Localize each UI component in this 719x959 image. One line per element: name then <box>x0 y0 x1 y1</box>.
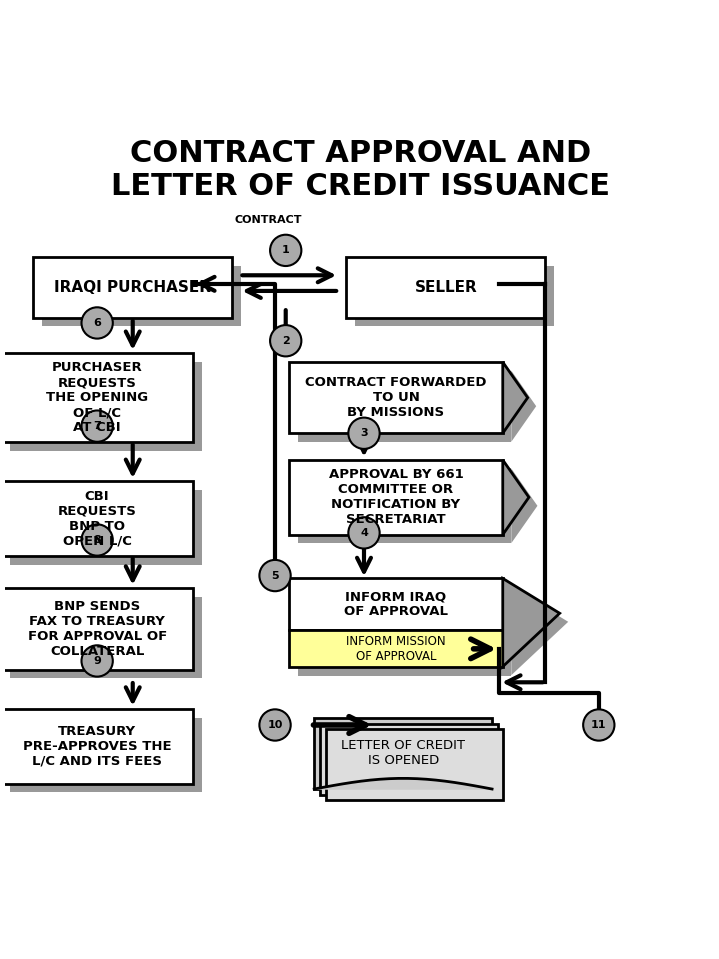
FancyBboxPatch shape <box>298 468 511 543</box>
Circle shape <box>81 307 113 339</box>
Circle shape <box>270 325 301 357</box>
Polygon shape <box>503 363 528 433</box>
FancyBboxPatch shape <box>1 353 193 442</box>
FancyBboxPatch shape <box>320 724 498 795</box>
Circle shape <box>348 517 380 549</box>
FancyBboxPatch shape <box>9 362 202 451</box>
Text: 2: 2 <box>282 336 290 346</box>
Text: PURCHASER
REQUESTS
THE OPENING
OF L/C
AT CBI: PURCHASER REQUESTS THE OPENING OF L/C AT… <box>46 362 148 434</box>
FancyBboxPatch shape <box>289 460 503 535</box>
Circle shape <box>81 645 113 677</box>
Circle shape <box>260 560 290 591</box>
FancyBboxPatch shape <box>289 578 503 630</box>
Polygon shape <box>511 468 537 543</box>
Circle shape <box>81 410 113 442</box>
Circle shape <box>81 525 113 555</box>
FancyBboxPatch shape <box>33 257 232 317</box>
Text: 6: 6 <box>93 318 101 328</box>
Text: 3: 3 <box>360 429 368 438</box>
FancyBboxPatch shape <box>326 729 503 801</box>
FancyBboxPatch shape <box>298 370 511 442</box>
FancyBboxPatch shape <box>9 490 202 565</box>
Text: 8: 8 <box>93 535 101 545</box>
Text: 4: 4 <box>360 527 368 538</box>
Polygon shape <box>511 370 536 442</box>
Polygon shape <box>503 578 559 667</box>
FancyBboxPatch shape <box>1 588 193 669</box>
Text: CONTRACT FORWARDED
TO UN
BY MISSIONS: CONTRACT FORWARDED TO UN BY MISSIONS <box>306 376 487 419</box>
Circle shape <box>348 417 380 449</box>
FancyBboxPatch shape <box>9 596 202 678</box>
FancyBboxPatch shape <box>354 266 554 326</box>
Text: INFORM IRAQ
OF APPROVAL: INFORM IRAQ OF APPROVAL <box>344 590 448 618</box>
Text: 5: 5 <box>271 571 279 580</box>
FancyBboxPatch shape <box>298 587 511 638</box>
FancyBboxPatch shape <box>314 718 492 789</box>
FancyBboxPatch shape <box>289 363 503 433</box>
Circle shape <box>583 710 615 740</box>
FancyBboxPatch shape <box>42 266 241 326</box>
Text: 11: 11 <box>591 720 607 730</box>
Text: 10: 10 <box>267 720 283 730</box>
Polygon shape <box>314 779 492 789</box>
Text: CONTRACT APPROVAL AND
LETTER OF CREDIT ISSUANCE: CONTRACT APPROVAL AND LETTER OF CREDIT I… <box>111 139 610 201</box>
Text: BNP SENDS
FAX TO TREASURY
FOR APPROVAL OF
COLLATERAL: BNP SENDS FAX TO TREASURY FOR APPROVAL O… <box>27 600 167 658</box>
Text: 1: 1 <box>282 246 290 255</box>
Text: INFORM MISSION
OF APPROVAL: INFORM MISSION OF APPROVAL <box>347 635 446 663</box>
Polygon shape <box>511 587 568 675</box>
Circle shape <box>270 235 301 266</box>
Text: APPROVAL BY 661
COMMITTEE OR
NOTIFICATION BY
SECRETARIAT: APPROVAL BY 661 COMMITTEE OR NOTIFICATIO… <box>329 468 463 526</box>
Text: TREASURY
PRE-APPROVES THE
L/C AND ITS FEES: TREASURY PRE-APPROVES THE L/C AND ITS FE… <box>23 725 171 768</box>
FancyBboxPatch shape <box>1 481 193 556</box>
FancyBboxPatch shape <box>9 717 202 792</box>
Circle shape <box>260 710 290 740</box>
FancyBboxPatch shape <box>347 257 546 317</box>
FancyBboxPatch shape <box>289 630 503 667</box>
Text: 7: 7 <box>93 421 101 432</box>
FancyBboxPatch shape <box>298 639 511 676</box>
Text: 9: 9 <box>93 656 101 666</box>
Text: CONTRACT: CONTRACT <box>234 215 302 224</box>
Text: SELLER: SELLER <box>414 280 477 294</box>
FancyBboxPatch shape <box>1 709 193 784</box>
Text: IRAQI PURCHASER: IRAQI PURCHASER <box>54 280 211 294</box>
Text: CBI
REQUESTS
BNP TO
OPEN L/C: CBI REQUESTS BNP TO OPEN L/C <box>58 490 137 548</box>
Text: LETTER OF CREDIT
IS OPENED: LETTER OF CREDIT IS OPENED <box>341 739 465 767</box>
Polygon shape <box>503 460 529 535</box>
